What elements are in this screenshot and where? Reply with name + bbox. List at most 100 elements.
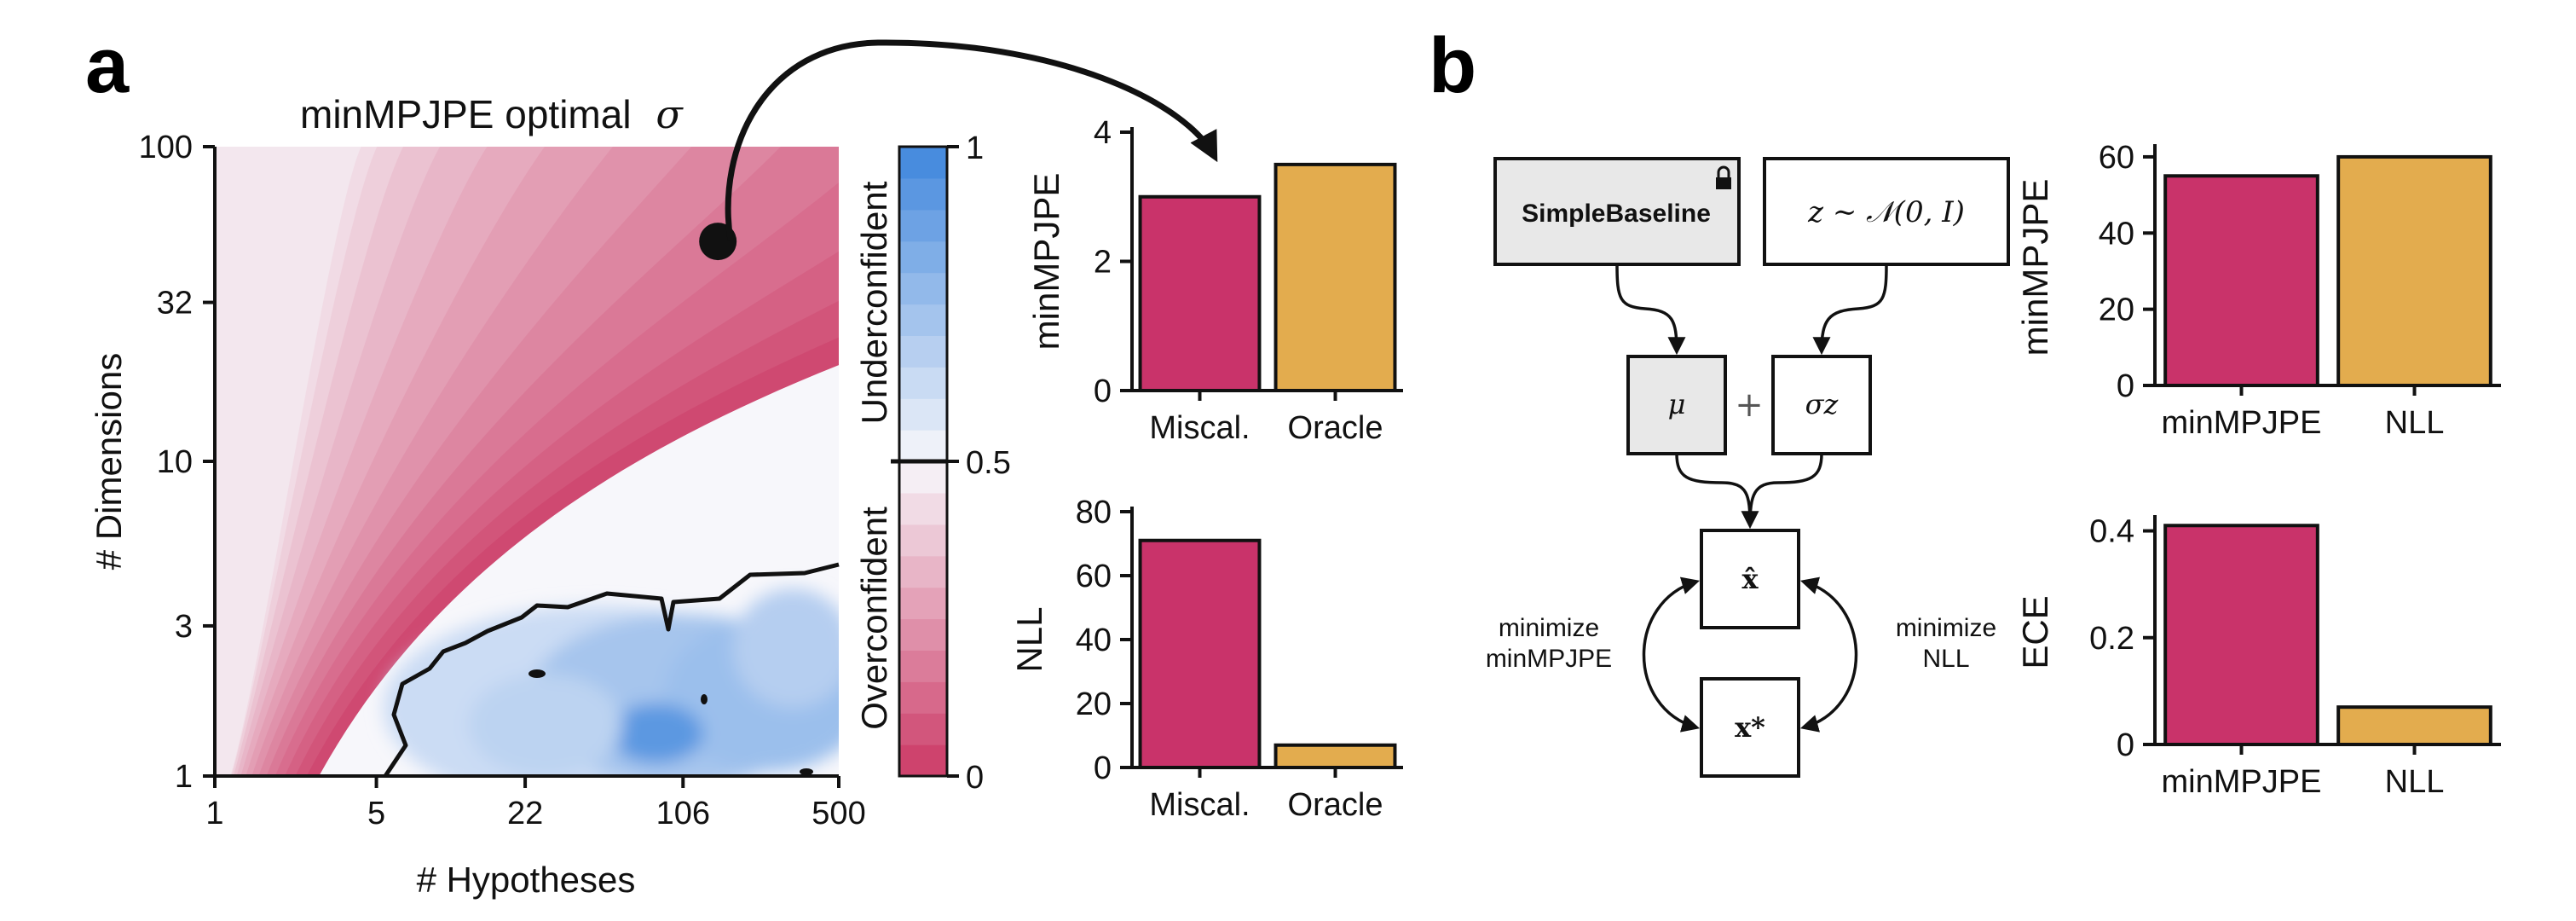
- bar-nll: [2336, 705, 2492, 747]
- arrow-noise-to-sigma-z: [1812, 264, 1888, 356]
- heatmap-axes: 1 5 22 106 500 1 3 10 32 100: [139, 130, 866, 831]
- bar-chart-b-ece: minMPJPE NLL 0 0.2 0.4 ECE: [2015, 514, 2501, 800]
- y-tick-label: 4: [1094, 115, 1112, 151]
- left-label-line1: minimize: [1499, 614, 1599, 642]
- left-label-line2: minMPJPE: [1486, 645, 1612, 673]
- arrow-minimize-minmpjpe: [1642, 576, 1701, 733]
- colorbar-cells: [899, 147, 947, 777]
- colorbar-tick-label: 1: [966, 130, 984, 166]
- bar-oracle: [1274, 743, 1397, 769]
- x-tick-label: Oracle: [1288, 410, 1383, 446]
- noise-label: z ∼ 𝒩(0, I): [1807, 195, 1965, 229]
- bar-minmpjpe: [2163, 524, 2319, 746]
- y-tick-label: 20: [2099, 293, 2134, 328]
- heatmap-x-tick-label: 106: [656, 796, 710, 831]
- colorbar-level: [899, 147, 947, 179]
- panel-label-b: b: [1429, 22, 1476, 109]
- colorbar-level: [899, 524, 947, 557]
- x-tick-label: Oracle: [1288, 787, 1383, 823]
- right-label-line2: NLL: [1922, 645, 1969, 673]
- sigma-z-box: [1771, 355, 1872, 455]
- right-label-line1: minimize: [1896, 614, 1996, 642]
- colorbar-level: [899, 240, 947, 274]
- colorbar-lower-label: Overconfident: [854, 507, 894, 730]
- heatmap-x-tick-label: 5: [367, 796, 385, 831]
- colorbar-level: [899, 335, 947, 368]
- y-axis-label: NLL: [1009, 606, 1049, 672]
- heatmap-region-patch: [609, 704, 703, 763]
- heatmap-y-tick-label: 100: [139, 130, 193, 165]
- y-tick-label: 60: [1076, 559, 1112, 594]
- x-star-label: x*: [1735, 711, 1765, 744]
- bar-miscal: [1138, 194, 1262, 392]
- y-tick-label: 0: [2117, 727, 2134, 763]
- heatmap-y-tick-label: 32: [157, 286, 193, 321]
- heatmap-title-text: minMPJPE optimal: [300, 92, 632, 136]
- bar-minmpjpe: [2163, 174, 2319, 387]
- y-tick-label: 2: [1094, 245, 1112, 281]
- lock-icon: [1716, 165, 1731, 189]
- colorbar-level: [899, 713, 947, 745]
- heatmap-x-tick-label: 22: [507, 796, 543, 831]
- arrow-minimize-nll: [1799, 576, 1858, 733]
- y-tick-label: 0: [1094, 750, 1112, 786]
- heatmap-title: minMPJPE optimal σ: [300, 91, 684, 137]
- colorbar-level: [899, 492, 947, 525]
- bar-miscal: [1138, 538, 1262, 769]
- colorbar-level: [899, 744, 947, 777]
- colorbar-upper-label: Underconfident: [854, 181, 894, 424]
- callout-arrow: [725, 39, 1218, 241]
- arrow-sigma-z-to-x-hat: [1748, 453, 1823, 526]
- colorbar-level: [899, 555, 947, 588]
- mu-label: μ: [1668, 388, 1686, 420]
- colorbar-tick-label: 0.5: [966, 445, 1011, 481]
- heatmap-x-tick-label: 1: [205, 796, 223, 831]
- y-tick-label: 40: [1076, 623, 1112, 658]
- y-tick-label: 0: [2117, 368, 2134, 404]
- bar-chart-b-minmpjpe: minMPJPE NLL 0 20 40 60 minMPJPE: [2015, 140, 2501, 441]
- heatmap-ylabel: # Dimensions: [89, 353, 129, 570]
- y-tick-label: 0: [1094, 374, 1112, 409]
- heatmap-region-patch: [733, 588, 839, 708]
- x-tick-label: NLL: [2385, 764, 2445, 800]
- x-tick-label: minMPJPE: [2162, 764, 2322, 800]
- heatmap-y-tick-label: 1: [175, 759, 193, 795]
- y-tick-label: 60: [2099, 140, 2134, 176]
- x-hat-box: [1700, 529, 1800, 629]
- colorbar-tick-label: 0: [966, 760, 984, 796]
- heatmap-fill: [215, 147, 839, 776]
- heatmap-band: [215, 147, 361, 776]
- heatmap-x-tick-label: 500: [811, 796, 865, 831]
- bar-chart-a-nll: Miscal. Oracle 0 20 40 60 80 NLL: [1009, 495, 1403, 823]
- bar-oracle: [1274, 162, 1397, 392]
- colorbar-level: [899, 367, 947, 399]
- arrow-baseline-to-mu: [1615, 264, 1686, 356]
- y-axis-label: minMPJPE: [2015, 179, 2055, 356]
- contour-0.5: [383, 562, 840, 778]
- x-hat-label: x̂: [1741, 563, 1759, 595]
- colorbar-level: [899, 618, 947, 651]
- x-tick-label: NLL: [2385, 405, 2445, 441]
- colorbar-level: [899, 177, 947, 211]
- x-tick-label: minMPJPE: [2162, 405, 2322, 441]
- sigma-z-label: σz: [1805, 388, 1840, 420]
- colorbar-level: [899, 398, 947, 431]
- simplebaseline-label: SimpleBaseline: [1522, 200, 1711, 228]
- noise-box: [1763, 157, 2010, 266]
- colorbar-level: [899, 587, 947, 620]
- colorbar-level: [899, 272, 947, 305]
- heatmap-y-tick-label: 10: [157, 444, 193, 480]
- bar-nll: [2336, 154, 2492, 387]
- y-tick-label: 20: [1076, 686, 1112, 722]
- y-tick-label: 80: [1076, 495, 1112, 530]
- plus-sign: +: [1735, 385, 1764, 425]
- colorbar-level: [899, 650, 947, 682]
- bar-chart-a-minmpjpe: Miscal. Oracle 0 2 4 minMPJPE: [1026, 115, 1403, 446]
- y-tick-label: 0.4: [2089, 514, 2134, 550]
- x-star-box: [1700, 677, 1800, 778]
- heatmap-underconfident-region: [384, 588, 839, 776]
- model-diagram: SimpleBaseline z ∼ 𝒩(0, I) μ + σz x̂ x* …: [1486, 157, 2010, 778]
- arrow-mu-to-x-hat: [1675, 453, 1759, 530]
